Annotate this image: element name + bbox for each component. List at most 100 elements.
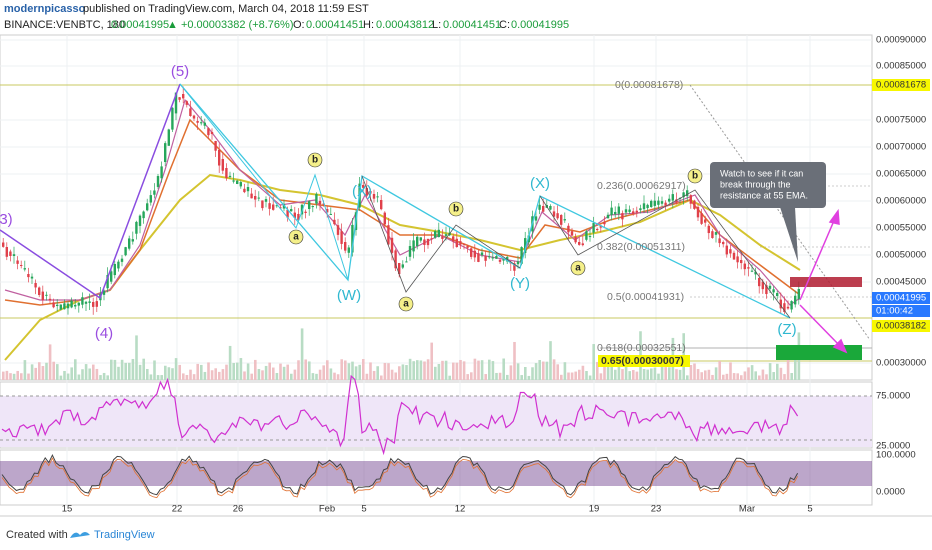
date-axis-label: 5 [807,504,812,515]
candle-body [182,94,185,99]
candle-body [333,219,336,225]
volume-bar [394,372,397,380]
volume-bar [502,358,505,380]
volume-bar [203,371,207,380]
author[interactable]: modernpicasso [4,3,86,15]
volume-bar [156,375,160,380]
volume-bar [149,374,153,380]
candle-body [491,257,494,259]
candle-body [246,187,250,192]
candle-body [84,301,88,304]
fib-label: 0.618(0.00032551) [597,342,686,354]
price-axis-label: 0.00070000 [876,142,926,153]
volume-bar [398,366,401,380]
candle-body [462,243,466,245]
candle-body [48,298,52,301]
volume-bar [768,363,772,380]
volume-bar [318,369,322,380]
candle-body [722,242,725,245]
volume-bar [761,369,765,380]
candle-body [534,216,538,221]
volume-bar [560,374,563,380]
candle-body [639,208,642,211]
volume-bar [704,370,707,380]
price-axis-label: 0.00075000 [876,115,926,126]
volume-bar [20,373,23,380]
stoch-band [0,461,872,486]
l-label: L: [432,19,441,31]
volume-bar [642,369,646,380]
volume-bar [174,358,178,380]
volume-bar [700,372,703,380]
candle-body [754,271,757,275]
candle-body [297,213,300,221]
candle-body [16,260,19,264]
volume-bar [423,361,426,380]
volume-bar [448,375,451,380]
candle-body [736,256,739,263]
volume-bar [524,367,527,380]
volume-bar [725,373,729,380]
volume-bar [16,370,19,380]
volume-bar [538,360,541,380]
date-axis-label: Mar [739,504,755,515]
volume-bar [513,341,516,380]
volume-bar [70,367,73,380]
volume-bar [210,370,214,380]
candle-body [304,211,307,214]
volume-bar [516,363,520,380]
volume-bar [707,369,711,380]
candle-body [768,285,772,289]
volume-bar [527,375,531,380]
volume-bar [693,363,696,380]
candle-body [56,304,59,306]
candle-body [117,261,120,269]
candle-body [549,206,552,210]
volume-bar [488,359,491,380]
candle-body [196,120,199,123]
candle-body [365,188,368,196]
volume-bar [110,359,113,380]
volume-bar [358,364,361,380]
candle-body [120,258,124,262]
volume-bar [369,362,372,380]
volume-bar [617,360,621,380]
volume-bar [614,369,617,380]
volume-bar [520,375,523,380]
price-tag [872,320,930,332]
wave-label: b [692,171,698,182]
candle-body [272,204,275,210]
volume-bar [243,371,246,380]
wave-label: (X) [352,183,372,200]
candle-body [362,185,365,188]
price-tag-text: 0.00041995 [876,293,926,304]
note-line: Watch to see if it can [720,168,803,178]
wave-badge [570,260,586,276]
candle-body [254,196,257,200]
volume-bar [207,362,210,380]
candle-body [156,176,160,187]
candle-body [138,215,142,226]
volume-bar [509,365,513,380]
candle-body [113,263,116,276]
candle-body [513,263,516,271]
volume-bar [221,369,225,380]
volume-bar [167,367,171,380]
volume-bar [466,374,469,380]
volume-bar [88,368,91,380]
price-axis-label: 0.00085000 [876,61,926,72]
candle-body [74,304,77,307]
volume-bar [430,342,433,380]
candle-body [110,271,113,282]
candle-body [218,150,221,166]
volume-bar [452,362,455,380]
candles [2,86,800,315]
volume-bar [416,360,419,380]
volume-bar [783,374,786,380]
footer-brand[interactable]: TradingView [94,529,155,541]
candle-body [268,203,271,209]
candle-body [686,190,689,197]
candle-body [311,206,314,208]
volume-bar [351,361,354,380]
